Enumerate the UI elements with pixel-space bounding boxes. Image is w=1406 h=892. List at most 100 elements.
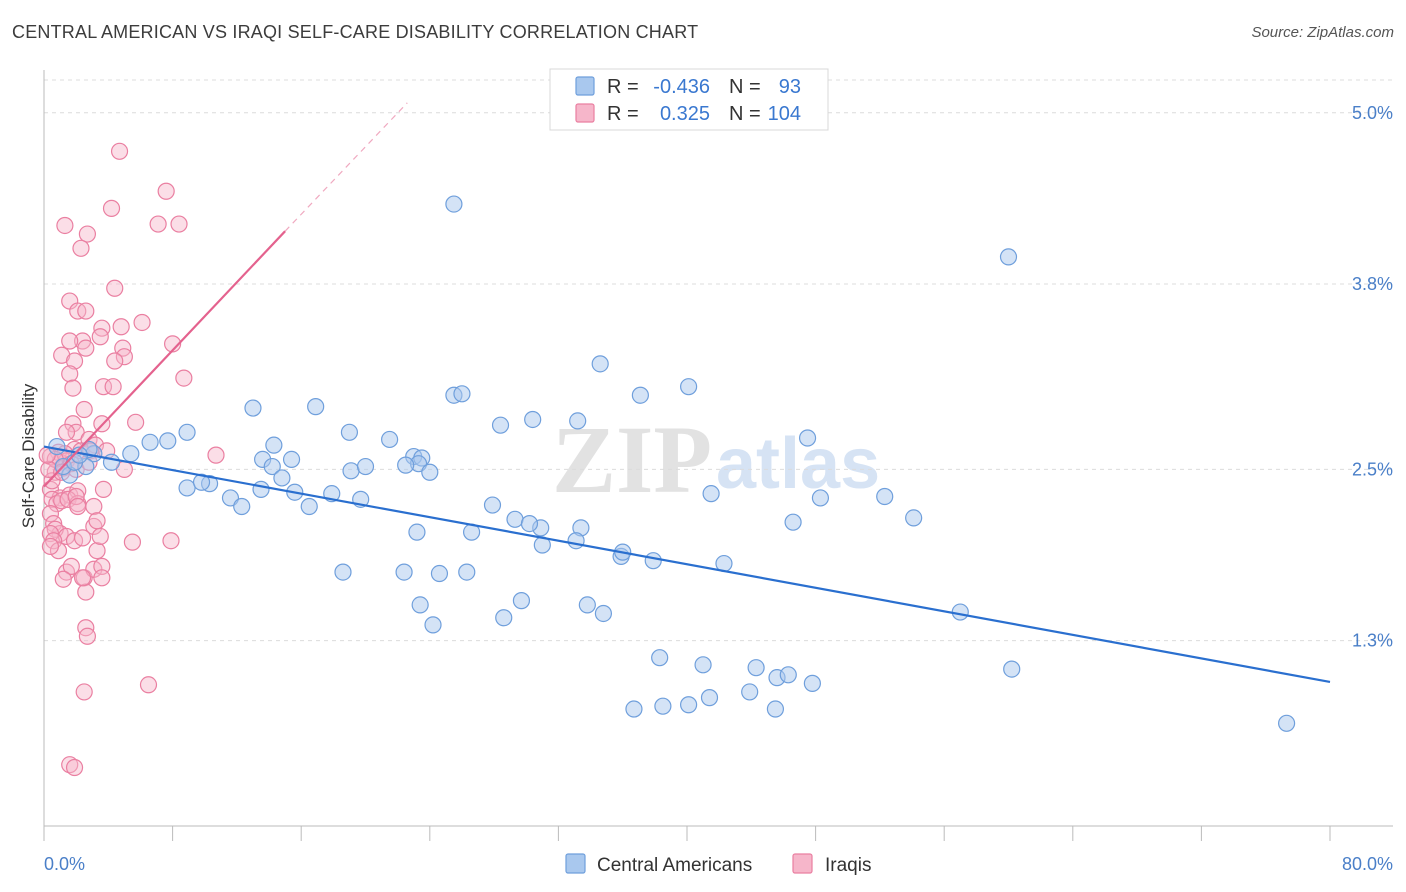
series-legend-label-central-americans: Central Americans [597,855,752,876]
iraqis-point [61,365,79,383]
y-tick-label: 5.0% [1352,103,1393,123]
series-legend-label-iraqis: Iraqis [825,855,871,876]
iraqis-point [93,319,111,337]
y-tick-labels: 1.3% 2.5% 3.8% 5.0% [1352,103,1393,651]
central-americans-point [1003,660,1021,678]
legend-swatch-pink [575,103,595,123]
iraqis-point [170,215,188,233]
legend-r-value-blue: -0.436 [653,76,710,98]
iraqis-point [41,537,60,556]
central-americans-point [178,479,196,497]
iraqis-point [94,378,113,396]
central-americans-point [578,596,596,614]
iraqis-point [56,216,74,235]
legend-r-label-blue: R = [607,76,639,98]
central-americans-point [252,480,270,498]
central-americans-point [680,696,698,714]
central-americans-point [506,510,524,528]
central-americans-point [654,697,672,715]
x-tick-labels: 0.0% 80.0% [44,854,1393,874]
x-tick-label-max: 80.0% [1342,854,1393,874]
trend-lines [43,102,1331,684]
central-americans-point [263,457,281,476]
central-americans-point [644,552,662,570]
central-americans-point [381,430,399,449]
iraqis-trend-line [43,230,286,488]
central-americans-trend-line [43,445,1331,684]
iraqis-point [157,182,175,200]
central-americans-point [524,410,542,429]
central-americans-point [408,523,426,541]
iraqis-point [123,533,142,551]
central-americans-point [411,596,429,614]
central-americans-point [458,563,476,581]
iraqis-point [106,352,124,370]
central-americans-point [453,385,471,403]
iraqis-point [61,756,79,774]
iraqis-point [102,199,121,217]
central-americans-point [122,445,140,463]
iraqis-point [77,302,95,320]
central-americans-point [811,489,830,507]
central-americans-point [395,563,413,581]
central-americans-point [265,436,283,454]
central-americans-point [491,416,510,434]
central-americans-point [334,563,352,581]
iraqis-point [77,583,95,601]
iraqis-trend-extension [284,102,408,232]
central-americans-point [307,398,325,416]
iraqis-point [88,512,106,530]
central-americans-point [651,649,669,667]
y-tick-label: 1.3% [1352,631,1393,651]
iraqis-point [69,497,87,516]
iraqis-point [72,239,90,257]
iraqis-point [75,400,93,419]
central-americans-point [569,412,587,430]
central-americans-point [905,509,923,527]
iraqis-point [133,313,151,332]
central-americans-point [512,592,531,610]
iraqis-point [62,557,80,575]
central-americans-point [48,437,66,456]
iraqis-point [78,627,97,645]
central-americans-point [999,248,1018,266]
iraqis-point [127,413,145,431]
iraqis-point [93,569,111,587]
central-americans-point [567,532,585,550]
iraqis-point [94,480,113,498]
iraqis-point [104,378,122,396]
iraqis-point [61,332,79,350]
y-tick-label: 2.5% [1352,459,1393,479]
iraqis-point [112,318,130,336]
series-legend-swatch-pink [792,853,813,874]
legend-n-value-pink: 104 [768,103,801,125]
iraqis-point [106,279,124,297]
y-axis-title: Self-Care Disability [19,383,38,528]
central-americans-point [178,423,196,441]
central-americans-point [766,700,785,718]
central-americans-point [397,456,415,474]
central-americans-point [342,462,360,480]
iraqis-point [48,495,66,513]
central-americans-point [876,487,894,506]
central-americans-point [495,609,513,627]
central-americans-point [356,457,375,476]
iraqis-point [57,423,76,441]
chart-title: CENTRAL AMERICAN VS IRAQI SELF-CARE DISA… [12,22,699,42]
legend-r-label-pink: R = [607,103,639,125]
iraqis-point [65,758,84,777]
iraqis-point [67,423,85,441]
iraqis-point [114,339,132,357]
central-americans-point [741,683,759,701]
central-americans-point [631,386,649,404]
legend-n-value-blue: 93 [779,76,801,98]
central-americans-point [141,433,159,451]
legend-n-label-blue: N = [729,76,761,98]
central-americans-point [102,453,121,471]
correlation-legend: R = -0.436 N = 93 R = 0.325 N = 104 [549,68,829,131]
x-ticks [43,826,1331,841]
watermark: ZIP atlas [552,406,880,513]
central-americans-point [192,473,211,491]
iraqis-point [91,527,109,546]
